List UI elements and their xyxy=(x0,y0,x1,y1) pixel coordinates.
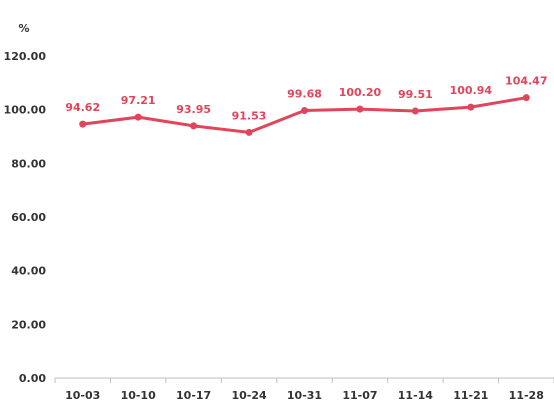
data-label: 99.68 xyxy=(287,88,322,101)
data-label: 91.53 xyxy=(232,109,267,122)
y-tick-label: 80.00 xyxy=(11,157,46,170)
data-label: 99.51 xyxy=(398,88,433,101)
data-point xyxy=(411,107,419,115)
data-label: 104.47 xyxy=(505,75,547,88)
y-tick-label: 0.00 xyxy=(19,372,46,385)
y-tick-label: 120.00 xyxy=(4,50,47,63)
data-point xyxy=(190,122,198,130)
data-label: 93.95 xyxy=(176,103,211,116)
x-tick-label: 11-14 xyxy=(398,389,434,402)
data-point xyxy=(301,107,308,115)
series-line xyxy=(79,94,530,136)
data-point xyxy=(467,103,475,111)
data-point xyxy=(134,113,142,121)
x-tick-label: 10-24 xyxy=(231,389,267,402)
data-point xyxy=(522,94,530,102)
y-tick-label: 40.00 xyxy=(11,265,46,278)
x-tick-label: 11-07 xyxy=(342,389,377,402)
data-point xyxy=(356,105,364,113)
data-point xyxy=(245,128,253,136)
data-label: 100.94 xyxy=(450,84,493,97)
x-tick-label: 10-31 xyxy=(287,389,322,402)
y-tick-label: 100.00 xyxy=(4,104,47,117)
x-tick-label: 11-28 xyxy=(509,389,544,402)
data-label: 100.20 xyxy=(339,86,382,99)
x-tick-label: 10-03 xyxy=(65,389,100,402)
x-tick-label: 10-17 xyxy=(176,389,211,402)
y-unit-label: % xyxy=(18,22,29,35)
x-tick-label: 10-10 xyxy=(121,389,157,402)
x-tick-label: 11-21 xyxy=(453,389,488,402)
y-tick-label: 20.00 xyxy=(11,318,46,331)
x-axis: 10-03 10-10 10-17 10-24 10-31 11-07 11-14 11-21… xyxy=(54,377,554,402)
y-tick-label: 60.00 xyxy=(11,211,46,224)
data-label: 97.21 xyxy=(121,94,156,107)
data-labels: 94.62 97.21 93.95 91.53 99.68 100.20 99.51 100.… xyxy=(65,75,547,123)
data-label: 94.62 xyxy=(65,101,100,114)
data-point xyxy=(79,120,87,128)
y-axis: 0.00 20.00 40.00 60.00 80.00 100.00 120.00 xyxy=(4,50,47,385)
